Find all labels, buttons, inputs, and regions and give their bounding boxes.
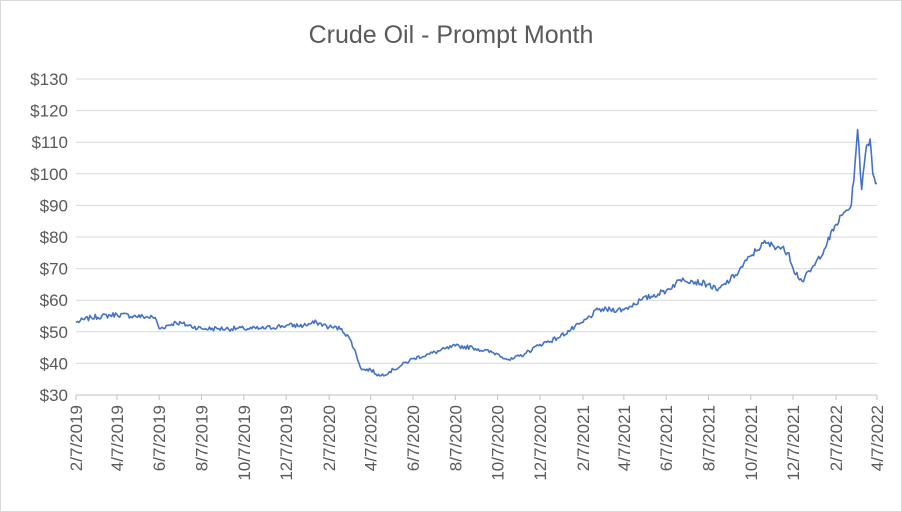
x-tick-label: 10/7/2019 — [235, 405, 254, 481]
x-tick-label: 6/7/2021 — [657, 405, 676, 471]
y-tick-label: $80 — [40, 228, 68, 247]
x-tick-label: 12/7/2020 — [531, 405, 550, 481]
y-tick-label: $110 — [31, 133, 68, 152]
y-tick-label: $120 — [30, 102, 68, 121]
x-tick-label: 4/7/2021 — [615, 405, 634, 471]
x-tick-label: 2/7/2019 — [67, 405, 86, 471]
y-tick-label: $50 — [40, 323, 68, 342]
axes — [75, 394, 878, 400]
x-tick-label: 4/7/2019 — [108, 405, 127, 471]
x-tick-label: 10/7/2020 — [489, 405, 508, 481]
x-tick-label: 6/7/2019 — [150, 405, 169, 471]
x-tick-label: 8/7/2021 — [699, 405, 718, 471]
x-tick-label: 2/7/2021 — [574, 405, 593, 471]
y-tick-label: $70 — [40, 260, 68, 279]
x-tick-label: 6/7/2020 — [404, 405, 423, 471]
y-tick-label: $90 — [40, 196, 68, 215]
x-tick-label: 4/7/2022 — [868, 405, 887, 471]
y-tick-label: $100 — [30, 165, 68, 184]
gridlines — [76, 78, 877, 364]
series — [75, 128, 878, 377]
y-tick-label: $60 — [40, 291, 68, 310]
x-tick-label: 12/7/2019 — [277, 405, 296, 481]
x-tick-label: 4/7/2020 — [362, 405, 381, 471]
y-tick-label: $130 — [30, 70, 68, 89]
crude-oil-price-line — [75, 128, 878, 377]
y-tick-label: $40 — [40, 354, 68, 373]
x-tick-label: 2/7/2020 — [320, 405, 339, 471]
y-tick-labels: $30 $40 $50 $60 $70 $80 $90 $100 $110 $120 $130 — [30, 70, 68, 405]
x-tick-labels: 2/7/2019 4/7/2019 6/7/2019 8/7/2019 10/7/201… — [67, 405, 887, 481]
x-tick-label: 2/7/2022 — [827, 405, 846, 471]
x-tick-label: 10/7/2021 — [742, 405, 761, 481]
x-tick-label: 8/7/2019 — [193, 405, 212, 471]
x-tick-label: 8/7/2020 — [446, 405, 465, 471]
x-tick-label: 12/7/2021 — [784, 405, 803, 481]
chart-title: Crude Oil - Prompt Month — [308, 21, 594, 49]
y-tick-label: $30 — [40, 386, 68, 405]
